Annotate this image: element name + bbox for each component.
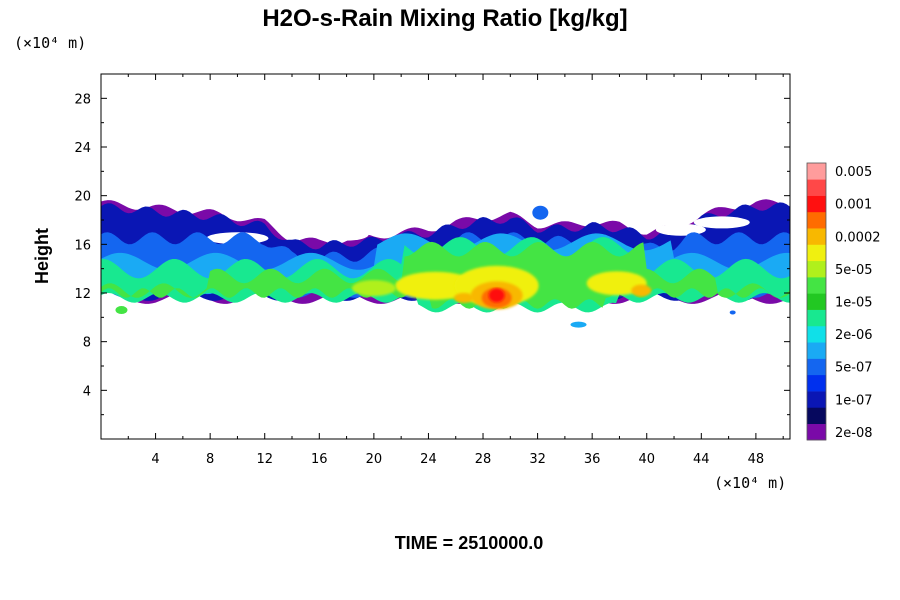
colorbar-swatch: [807, 228, 826, 245]
x-tick-label: 16: [311, 452, 328, 467]
colorbar-label: 2e-06: [835, 328, 873, 343]
colorbar-label: 5e-05: [835, 263, 873, 278]
mixing-ratio-field: [101, 199, 790, 328]
colorbar: 2e-08 1e-07 5e-07 2e-06 1e-05 5e-05 0.0002 0.00…: [806, 162, 881, 441]
colorbar-swatch: [807, 325, 826, 343]
x-tick-label: 24: [420, 452, 437, 467]
field-patch: [570, 321, 587, 328]
y-tick-label: 16: [74, 238, 91, 253]
x-tick-label: 12: [256, 452, 273, 467]
colorbar-swatch: [807, 260, 826, 278]
y-unit-label: (×10⁴ m): [14, 34, 86, 52]
field-core: [395, 271, 476, 300]
colorbar-swatch: [807, 342, 826, 359]
field-patch: [115, 306, 128, 315]
y-axis-title: Height: [32, 228, 52, 284]
field-core: [453, 292, 474, 303]
x-tick-label: 36: [584, 452, 601, 467]
x-unit-label: (×10⁴ m): [714, 474, 786, 492]
colorbar-label: 1e-07: [835, 393, 873, 408]
colorbar-label: 0.001: [835, 198, 872, 213]
colorbar-label: 2e-08: [835, 426, 873, 441]
y-tick-label: 4: [83, 384, 91, 399]
field-core: [631, 284, 652, 297]
colorbar-swatch: [807, 358, 826, 376]
colorbar-swatch: [807, 163, 826, 180]
colorbar-swatch: [807, 374, 826, 392]
colorbar-swatch: [807, 309, 826, 327]
colorbar-swatch: [807, 407, 826, 425]
colorbar-label: 5e-07: [835, 361, 873, 376]
field-gap: [324, 228, 369, 241]
colorbar-label: 0.005: [835, 165, 872, 180]
colorbar-swatch: [807, 277, 826, 294]
colorbar-swatch: [807, 211, 826, 229]
colorbar-swatch: [807, 391, 826, 408]
x-tick-label: 32: [529, 452, 546, 467]
field-patch: [532, 205, 549, 220]
colorbar-label: 1e-05: [835, 296, 873, 311]
x-tick-label: 48: [748, 452, 765, 467]
x-tick-label: 28: [475, 452, 492, 467]
field-patch: [729, 310, 736, 315]
colorbar-label: 0.0002: [835, 230, 881, 245]
x-tick-label: 40: [638, 452, 655, 467]
chart-title: H2O-s-Rain Mixing Ratio [kg/kg]: [262, 5, 627, 32]
field-core: [488, 288, 505, 303]
y-tick-label: 12: [74, 287, 91, 302]
x-tick-label: 8: [206, 452, 214, 467]
field-core: [351, 280, 396, 297]
y-tick-label: 8: [83, 336, 91, 351]
y-tick-label: 24: [74, 141, 91, 156]
y-tick-label: 20: [74, 190, 91, 205]
colorbar-swatch: [807, 244, 826, 262]
colorbar-frame: [806, 162, 827, 441]
x-tick-label: 20: [366, 452, 383, 467]
colorbar-swatch: [807, 293, 826, 310]
y-axis: 4 8 12 16 20 24 28: [74, 92, 790, 416]
x-tick-label: 4: [151, 452, 159, 467]
colorbar-swatch: [807, 195, 826, 213]
time-label: TIME = 2510000.0: [395, 533, 544, 553]
x-axis: 4 8 12 16 20 24 28 32 36 40 44 48: [127, 74, 784, 467]
colorbar-swatch: [807, 179, 826, 196]
colorbar-swatch: [807, 423, 826, 441]
field-gap: [693, 216, 750, 229]
y-tick-label: 28: [74, 92, 91, 107]
x-tick-label: 44: [693, 452, 710, 467]
plot-frame: [100, 73, 791, 440]
